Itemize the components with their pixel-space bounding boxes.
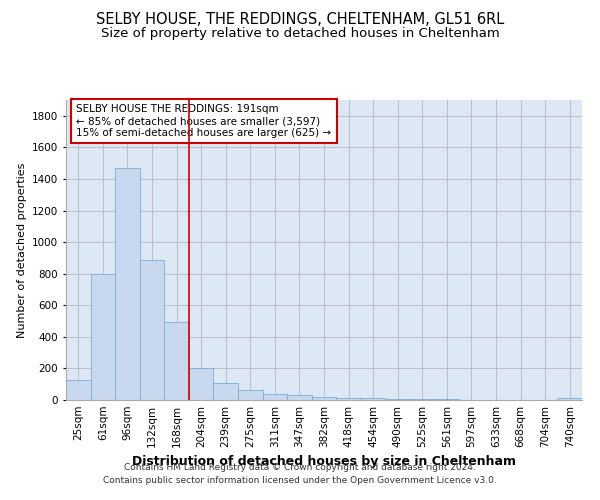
Text: SELBY HOUSE THE REDDINGS: 191sqm
← 85% of detached houses are smaller (3,597)
15: SELBY HOUSE THE REDDINGS: 191sqm ← 85% o…	[76, 104, 331, 138]
Bar	[214, 384, 238, 400]
Bar	[336, 398, 361, 400]
Bar	[115, 168, 140, 400]
Bar	[189, 368, 214, 400]
Y-axis label: Number of detached properties: Number of detached properties	[17, 162, 26, 338]
Bar	[385, 398, 410, 400]
Bar	[238, 390, 263, 400]
Bar	[263, 394, 287, 400]
Bar	[164, 322, 189, 400]
Bar	[312, 396, 336, 400]
X-axis label: Distribution of detached houses by size in Cheltenham: Distribution of detached houses by size …	[132, 456, 516, 468]
Text: SELBY HOUSE, THE REDDINGS, CHELTENHAM, GL51 6RL: SELBY HOUSE, THE REDDINGS, CHELTENHAM, G…	[96, 12, 504, 28]
Bar	[66, 380, 91, 400]
Bar	[140, 260, 164, 400]
Bar	[361, 398, 385, 400]
Text: Size of property relative to detached houses in Cheltenham: Size of property relative to detached ho…	[101, 28, 499, 40]
Bar	[410, 399, 434, 400]
Text: Contains public sector information licensed under the Open Government Licence v3: Contains public sector information licen…	[103, 476, 497, 485]
Text: Contains HM Land Registry data © Crown copyright and database right 2024.: Contains HM Land Registry data © Crown c…	[124, 464, 476, 472]
Bar	[91, 274, 115, 400]
Bar	[557, 398, 582, 400]
Bar	[287, 395, 312, 400]
